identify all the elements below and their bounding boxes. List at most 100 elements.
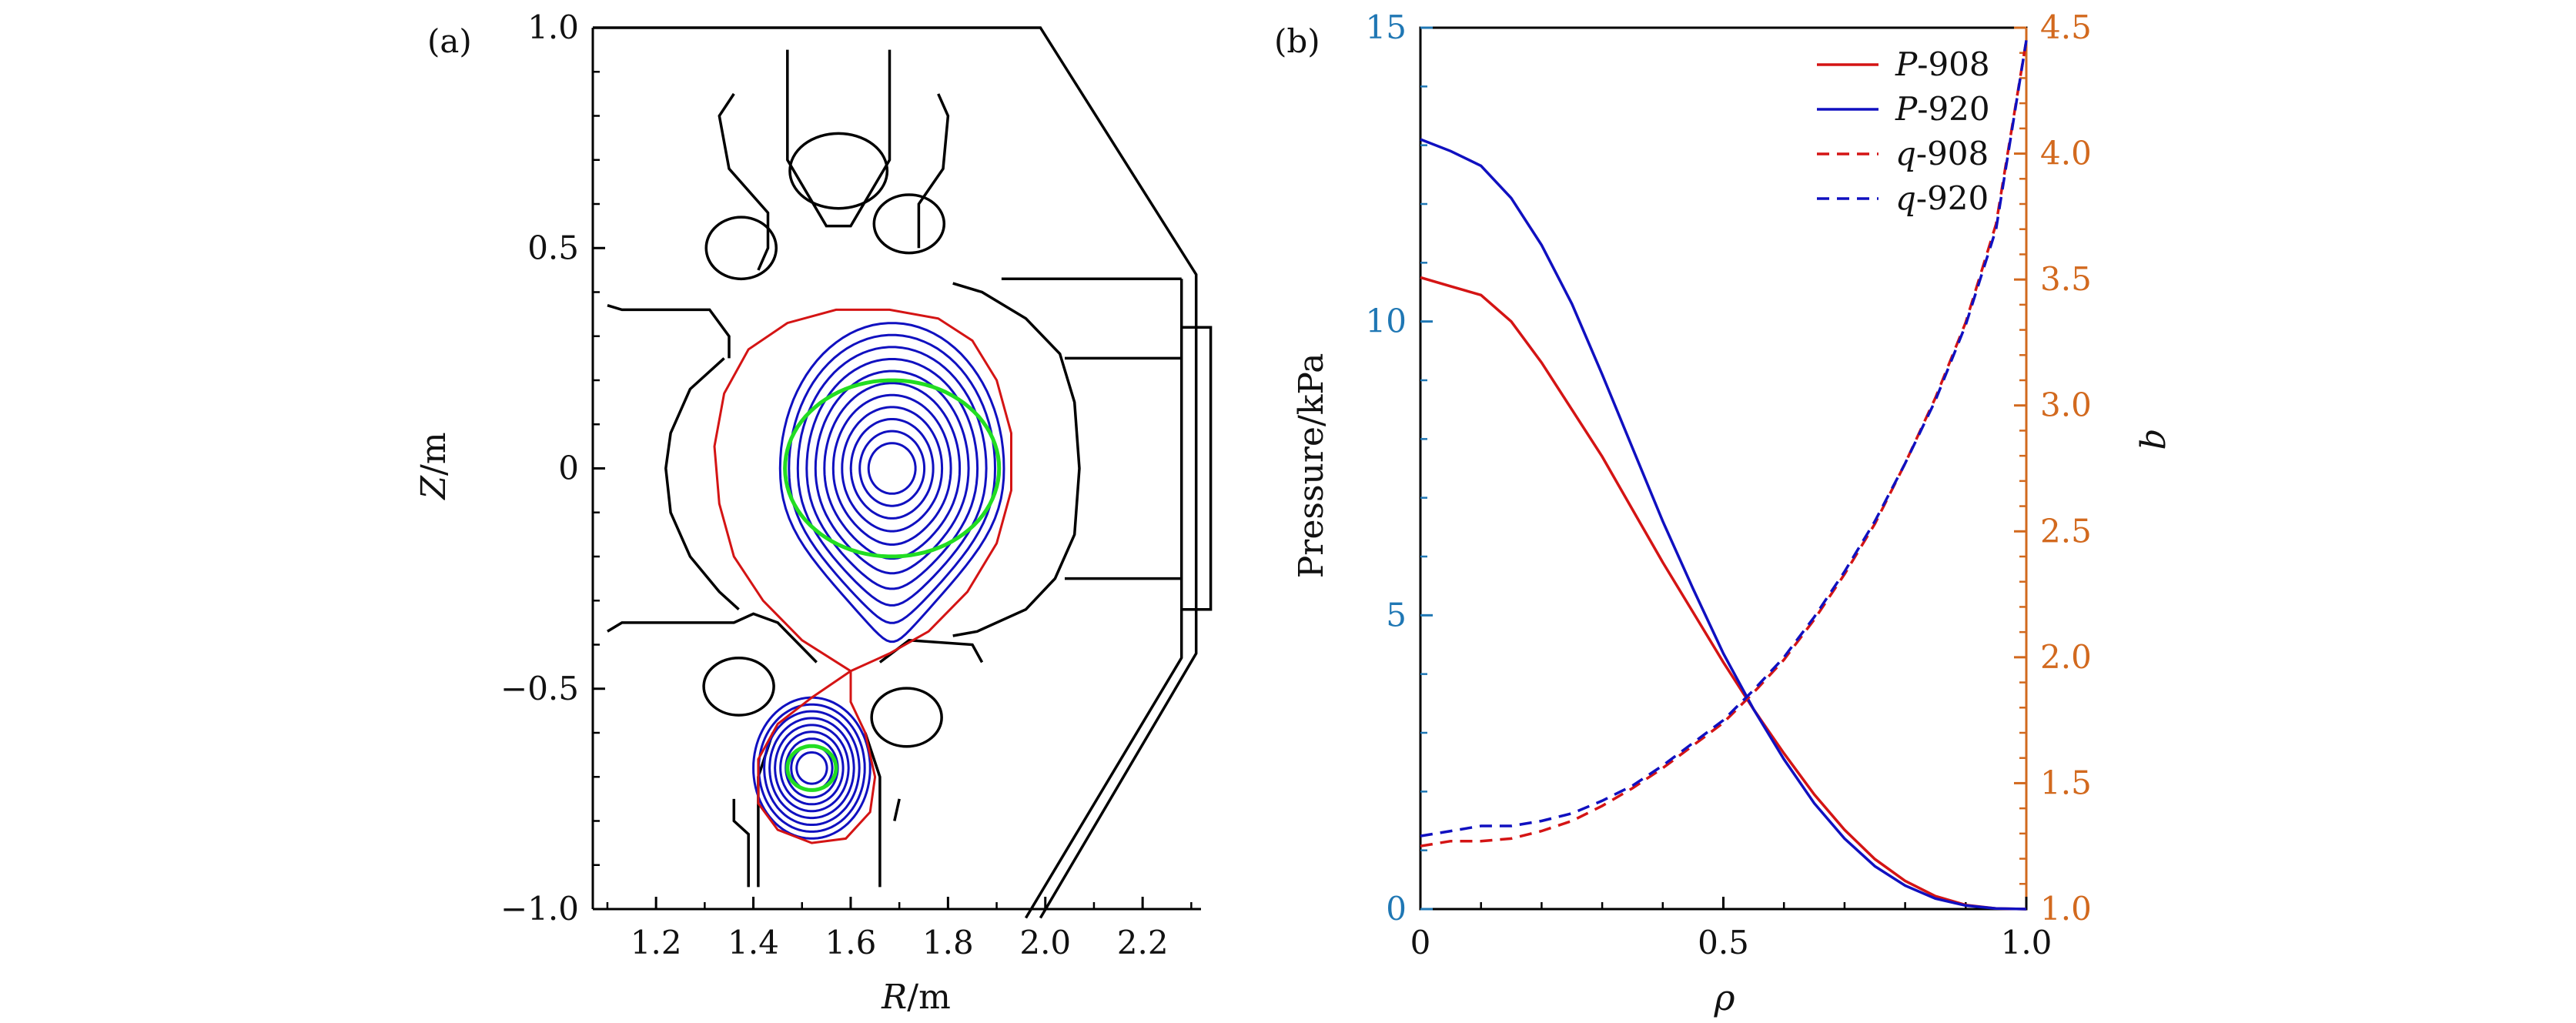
wall-segment (952, 282, 1081, 637)
legend-var: P (1895, 45, 1918, 83)
legend-var: P (1895, 90, 1918, 128)
wall-segment (786, 49, 892, 228)
wall-segment (607, 612, 818, 664)
coil (870, 687, 943, 748)
a-y-tick-label: 0.5 (527, 229, 579, 266)
a-y-tick-label: 1.0 (527, 8, 579, 46)
panel-b-xlabel: ρ (1713, 977, 1735, 1018)
panel-a-xlabel: R/m (881, 978, 951, 1017)
flux-surfaces (713, 308, 1012, 844)
b-x-tick-label: 0 (1410, 924, 1431, 961)
b-x-tick-label: 1.0 (2001, 924, 2052, 961)
a-x-tick-label: 1.2 (631, 924, 682, 961)
a-x-tick-label: 1.6 (825, 924, 877, 961)
wall-segment (664, 357, 740, 610)
flux-surface (849, 418, 935, 520)
series-line (1420, 138, 2027, 911)
panel-b-series (1420, 40, 2028, 911)
b-y-right-tick-label: 1.5 (2040, 764, 2092, 801)
flux-surface (796, 346, 988, 607)
a-y-tick-label: −1.0 (500, 890, 579, 928)
b-y-right-tick-label: 3.5 (2040, 260, 2092, 298)
flux-surface (858, 430, 926, 507)
flux-surface (831, 393, 952, 546)
panel-b: (b) 0 0.5 1.0 0 5 10 15 1.0 1.5 2.0 2.5 3.0 3.5 4.0 4.… (1274, 8, 2180, 1018)
panel-b-ticks: 0 0.5 1.0 0 5 10 15 1.0 1.5 2.0 2.5 3.0 3.5 4.0 4.5 (1366, 8, 2092, 961)
legend-num: -920 (1917, 90, 1989, 128)
series-line (1420, 40, 2028, 847)
wall-segment (732, 798, 750, 888)
ylabel-unit: /m (414, 432, 453, 476)
series-line (1420, 40, 2028, 837)
panel-b-ylabel: Pressure/kPa (1292, 353, 1331, 579)
flux-surface (867, 442, 917, 495)
flux-surface (823, 382, 962, 560)
b-y-right-tick-label: 2.0 (2040, 638, 2092, 676)
lower-rational-surface (785, 744, 838, 792)
legend-num: -920 (1916, 179, 1989, 217)
lower-flux-surface (795, 751, 828, 785)
flux-surface (788, 333, 997, 624)
separatrix (713, 308, 1012, 673)
panel-a-label: (a) (427, 22, 472, 60)
b-y-right-tick-label: 1.0 (2040, 890, 2092, 928)
wall-segment (718, 92, 770, 271)
b-y-right-tick-label: 2.5 (2040, 512, 2092, 550)
separatrix-lower (757, 670, 877, 844)
vessel-wall (593, 26, 1213, 919)
wall-segment (917, 93, 950, 249)
b-y-tick-label: 5 (1386, 596, 1407, 634)
flux-surface (805, 358, 979, 590)
legend-entry: P-920 (1895, 90, 1990, 128)
ylabel-var: Z (414, 475, 453, 501)
coil (788, 132, 889, 210)
panel-a: (a) 1.2 1.4 1.6 1.8 2.0 2.21.00.50−0.5−1.0 R/… (414, 8, 1213, 1017)
b-y-tick-label: 10 (1366, 303, 1407, 340)
a-x-tick-label: 2.0 (1019, 924, 1071, 961)
lower-flux-surface (779, 730, 845, 806)
flux-surface (778, 322, 1005, 644)
xlabel-unit: /m (907, 978, 951, 1017)
legend-var: q (1895, 135, 1916, 172)
legend-num: -908 (1916, 135, 1989, 172)
panel-a-ticks: 1.2 1.4 1.6 1.8 2.0 2.2 1.0 0.5 0 −0.5 −1.0 (500, 8, 1193, 961)
flux-surface (841, 406, 944, 533)
b-y-right-tick-label: 4.5 (2040, 8, 2092, 46)
coil (704, 216, 778, 281)
wall-segment (1024, 279, 1183, 919)
legend-entry: P-908 (1895, 45, 1990, 83)
lower-flux-surface (768, 717, 855, 820)
coil (872, 193, 946, 255)
lower-flux-surface (763, 710, 861, 826)
wall-segment (893, 798, 901, 821)
legend-entry: q-908 (1895, 135, 1989, 172)
panel-b-label: (b) (1274, 22, 1320, 60)
legend-num: -908 (1917, 45, 1989, 83)
a-x-tick-label: 1.4 (728, 924, 779, 961)
a-y-tick-label: 0 (558, 450, 579, 487)
coil (702, 656, 775, 717)
b-y-tick-label: 0 (1386, 890, 1407, 928)
b-y-right-tick-label: 3.0 (2040, 386, 2092, 424)
panel-b-ylabel-right: q (2138, 427, 2180, 450)
b-y-right-tick-label: 4.0 (2040, 135, 2092, 172)
wall-segment (864, 732, 882, 888)
lower-flux-surface (752, 696, 871, 840)
rational-surface (783, 378, 1002, 559)
wall-segment (607, 304, 731, 359)
b-x-tick-label: 0.5 (1698, 924, 1749, 961)
a-x-tick-label: 2.2 (1117, 924, 1169, 961)
lower-flux-surface (774, 724, 850, 813)
b-y-tick-label: 15 (1366, 8, 1407, 46)
a-x-tick-label: 1.8 (922, 924, 974, 961)
a-y-tick-label: −0.5 (500, 670, 579, 707)
legend-var: q (1895, 179, 1916, 217)
wall-segment (593, 26, 1198, 919)
legend-entry: q-920 (1895, 179, 1989, 217)
xlabel-var: R (881, 978, 907, 1017)
series-line (1420, 276, 2027, 911)
wall-segment (1181, 326, 1213, 611)
panel-a-ylabel: Z/m (414, 432, 453, 500)
